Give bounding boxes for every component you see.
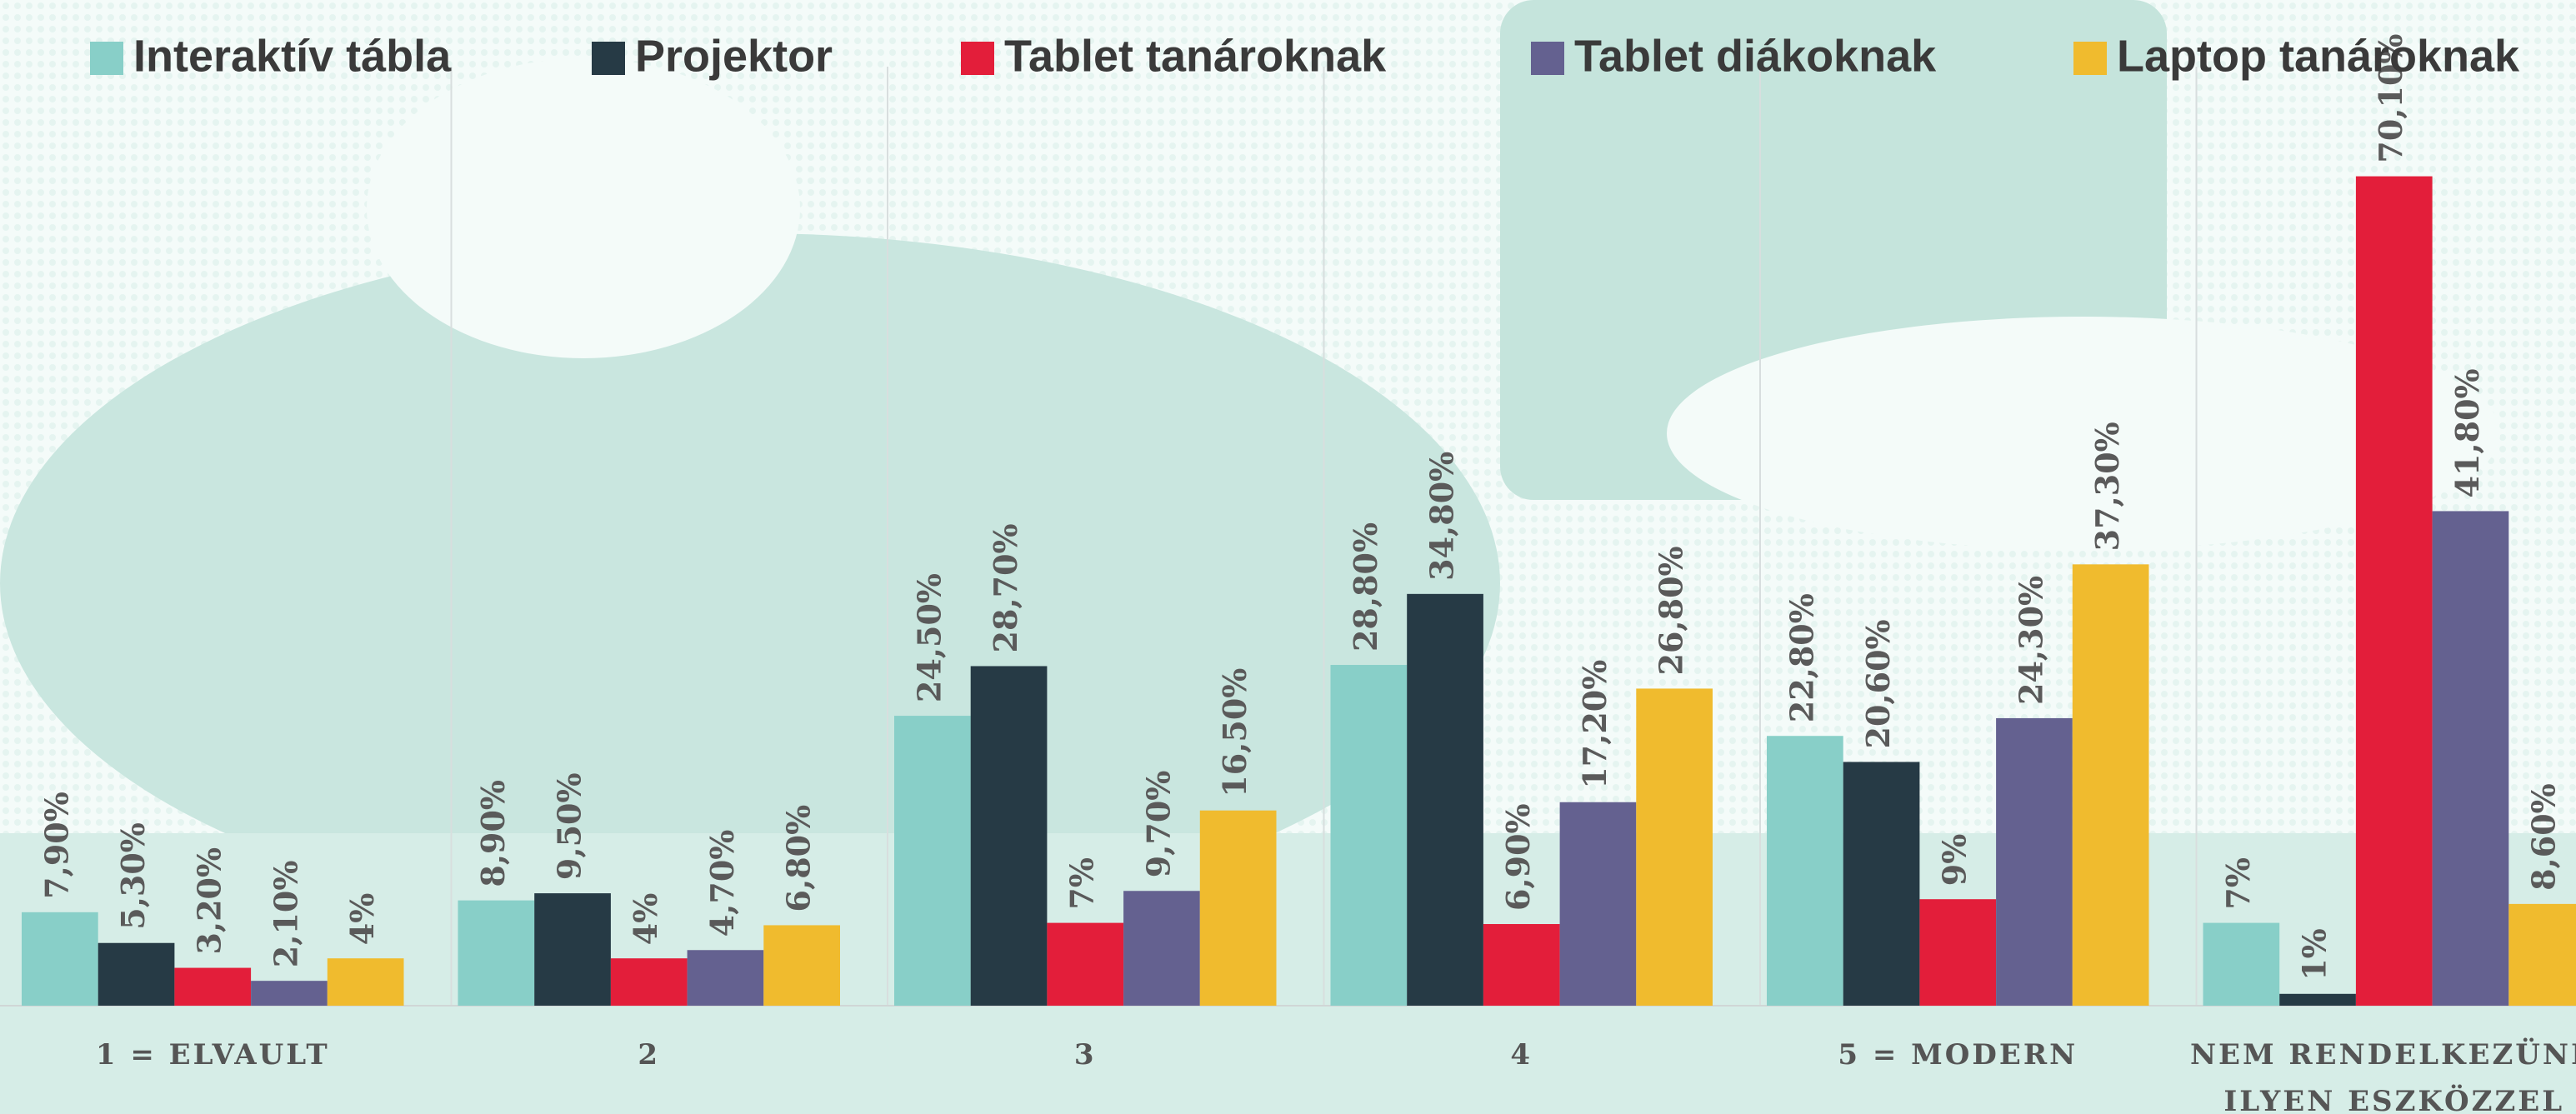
bar [534, 893, 611, 1006]
bar [251, 981, 328, 1006]
bar [1636, 688, 1713, 1006]
bar [763, 925, 840, 1006]
data-label: 16,50% [1216, 668, 1253, 797]
data-label: 7% [2219, 857, 2257, 910]
legend-swatch [90, 42, 123, 75]
data-label: 7,90% [38, 792, 75, 899]
data-label: 41,80% [2448, 368, 2486, 497]
data-label: 1% [2296, 928, 2333, 981]
data-label: 4,70% [703, 830, 741, 937]
legend-label: Tablet diákoknak [1574, 31, 1937, 81]
bar [22, 912, 98, 1006]
bar [98, 943, 175, 1006]
x-tick-label: 1 = ELVAULT [0, 1032, 429, 1078]
bar [458, 901, 535, 1006]
bar [1767, 736, 1843, 1006]
legend-label: Laptop tanároknak [2117, 31, 2520, 81]
data-label: 17,20% [1576, 660, 1613, 789]
background [0, 0, 2576, 1114]
bar [2356, 177, 2433, 1006]
bar [1483, 924, 1560, 1006]
data-label: 24,30% [2012, 576, 2049, 705]
data-label: 34,80% [1423, 452, 1461, 581]
bar [1407, 594, 1483, 1006]
x-tick-label: 5 = MODERN [1741, 1032, 2174, 1078]
bar [688, 950, 764, 1006]
data-label: 8,90% [474, 780, 512, 887]
legend-label: Interaktív tábla [133, 31, 452, 81]
bar [1331, 665, 1408, 1006]
data-label: 9% [1936, 834, 1973, 887]
bar [971, 666, 1048, 1006]
data-label: 6,90% [1499, 803, 1537, 911]
data-label: 22,80% [1783, 593, 1820, 722]
data-label: 28,70% [987, 523, 1024, 652]
data-label: 7% [1063, 857, 1101, 910]
chart: 7,90% 8,90% 24,50% 28,80% 22,80% 7% 5,30% 9,50%… [0, 0, 2576, 1114]
data-label: 37,30% [2088, 422, 2126, 551]
bar [1996, 718, 2073, 1006]
legend-swatch [2073, 42, 2107, 75]
bar [328, 958, 404, 1006]
data-label: 6,80% [780, 805, 818, 912]
bar [2508, 904, 2576, 1006]
data-label: 24,50% [910, 573, 948, 702]
chart-page: 7,90% 8,90% 24,50% 28,80% 22,80% 7% 5,30% 9,50%… [0, 0, 2576, 1114]
data-label: 9,50% [551, 772, 588, 880]
data-label: 8,60% [2525, 783, 2563, 891]
bar [1560, 802, 1637, 1006]
x-tick-label: 2 [433, 1032, 866, 1078]
bar [1843, 762, 1920, 1006]
bar [1047, 923, 1123, 1006]
bar [2433, 511, 2509, 1006]
legend-label: Tablet tanároknak [1004, 31, 1387, 81]
data-label: 28,80% [1347, 522, 1384, 652]
x-tick-label: 3 [868, 1032, 1302, 1078]
legend-swatch [1531, 42, 1564, 75]
data-label: 20,60% [1859, 619, 1897, 748]
data-label: 2,10% [267, 861, 304, 968]
data-label: 9,70% [1139, 771, 1177, 878]
bar [2073, 564, 2149, 1006]
bar [1123, 891, 1200, 1006]
data-label: 26,80% [1653, 546, 1690, 675]
data-label: 5,30% [114, 822, 152, 930]
data-label: 4% [343, 893, 381, 946]
data-label: 4% [627, 893, 664, 946]
bar [1200, 811, 1277, 1006]
legend-swatch [592, 42, 625, 75]
bar [894, 716, 971, 1006]
bar [2203, 923, 2280, 1006]
bar [611, 958, 688, 1006]
x-tick-label: NEM RENDELKEZÜNK ILYEN ESZKÖZZEL [2178, 1032, 2576, 1114]
x-tick-label: 4 [1305, 1032, 1738, 1078]
data-label: 3,20% [191, 847, 228, 955]
bar [174, 968, 251, 1006]
legend-label: Projektor [635, 31, 833, 81]
legend-swatch [961, 42, 994, 75]
bar [2279, 994, 2356, 1006]
bar [1919, 899, 1996, 1006]
